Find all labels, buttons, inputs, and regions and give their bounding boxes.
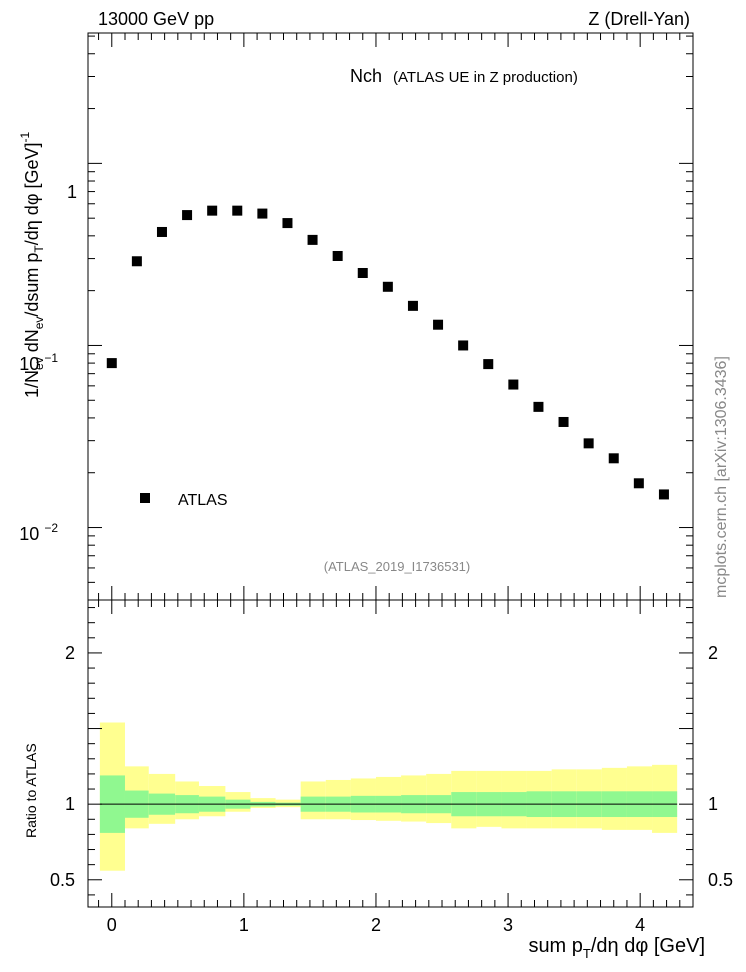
data-point [257, 208, 268, 219]
data-point [458, 340, 469, 351]
data-point [156, 226, 167, 237]
ratio-ytick-label-1: 1 [65, 794, 75, 814]
ratio-ytick-label-0.5: 0.5 [50, 870, 75, 890]
x-axis-title: sum pT/dη dφ [GeV] [528, 935, 705, 961]
data-point [307, 234, 318, 245]
legend-marker [140, 493, 150, 503]
mcplots-side-label: mcplots.cern.ch [arXiv:1306.3436] [713, 356, 730, 598]
ytick-label-0.1-exp: −1 [44, 351, 58, 365]
data-point [658, 489, 669, 500]
plot-subtitle: (ATLAS UE in Z production) [393, 69, 578, 86]
main-data-points [106, 205, 669, 500]
data-point [608, 453, 619, 464]
data-point [583, 438, 594, 449]
data-point [357, 267, 368, 278]
ratio-ytick-label-2: 2 [65, 643, 75, 663]
svg-text:10 −2: 10 −2 [19, 521, 58, 544]
main-y-axis-title: 1/Nev dNev/dsum pT/dη dφ [GeV]-1 [18, 131, 46, 398]
data-point [282, 218, 293, 229]
data-point [131, 256, 142, 267]
legend-label: ATLAS [178, 492, 228, 509]
data-point [433, 319, 444, 330]
xtick-label-4: 4 [635, 915, 645, 935]
main-ticks [88, 33, 693, 601]
analysis-id: (ATLAS_2019_I1736531) [324, 559, 470, 574]
data-point [533, 401, 544, 412]
ratio-frame [87, 599, 694, 908]
data-point [407, 300, 418, 311]
ratio-ytick-label-right-0.5: 0.5 [708, 870, 733, 890]
plot-title: Nch [350, 66, 382, 86]
data-point [483, 359, 494, 370]
data-point [106, 358, 117, 369]
ytick-label-0.01: 10 [19, 524, 39, 544]
header-right: Z (Drell-Yan) [588, 9, 690, 29]
ytick-label-0.01-exp: −2 [44, 521, 58, 535]
xtick-label-0: 0 [107, 915, 117, 935]
ratio-ytick-label-right-2: 2 [708, 643, 718, 663]
ytick-label-0.1: 10 [19, 354, 39, 374]
data-point [382, 281, 393, 292]
data-point [558, 416, 569, 427]
svg-text:10 −1: 10 −1 [19, 351, 58, 374]
main-panel: Nch (ATLAS UE in Z production) ATLAS (AT… [18, 32, 694, 601]
main-frame [87, 32, 694, 601]
data-point [207, 205, 218, 216]
header-left: 13000 GeV pp [98, 9, 214, 29]
data-point [633, 478, 644, 489]
ratio-y-axis-title: Ratio to ATLAS [23, 743, 39, 838]
ratio-panel: 2 1 0.5 2 1 0.5 Ratio to ATLAS 0 1 2 3 4… [23, 599, 733, 961]
svg-text:Nch (ATLAS UE in Z produ: Nch (ATLAS UE in Z production) [350, 66, 578, 86]
xtick-label-3: 3 [503, 915, 513, 935]
ratio-ytick-label-right-1: 1 [708, 794, 718, 814]
data-point [332, 250, 343, 261]
data-point [182, 210, 193, 221]
ratio-uncertainty-bands [99, 722, 678, 871]
data-point [508, 379, 519, 390]
xtick-label-2: 2 [371, 915, 381, 935]
xtick-label-1: 1 [239, 915, 249, 935]
ytick-label-1: 1 [67, 182, 77, 202]
data-point [232, 205, 243, 216]
ratio-ticks [88, 600, 693, 907]
